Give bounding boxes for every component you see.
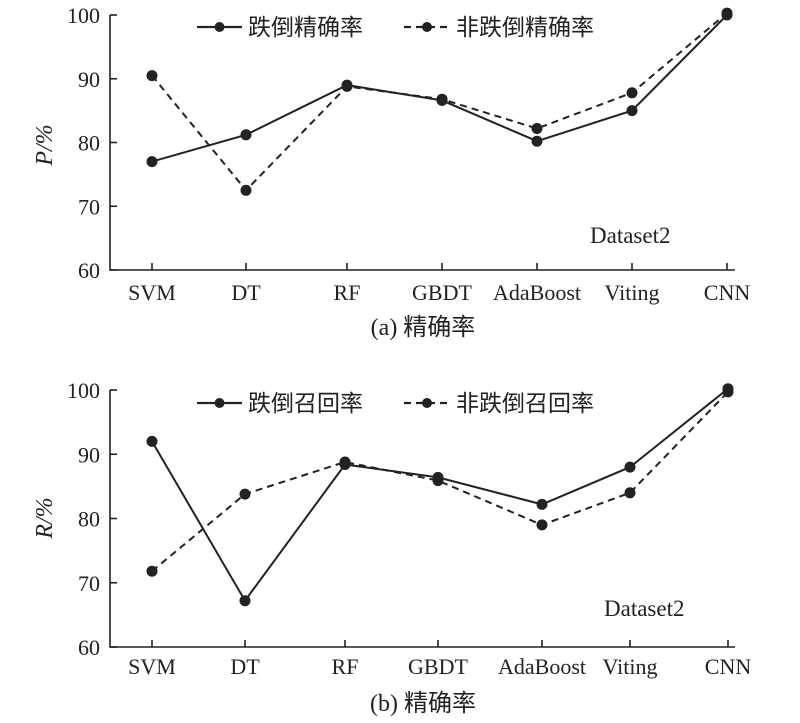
x-tick-label: AdaBoost [498, 654, 586, 679]
legend-marker-dashed [422, 398, 432, 408]
y-tick-label: 90 [78, 67, 100, 92]
data-point-dashed [146, 565, 158, 577]
x-tick-label: Viting [605, 280, 660, 305]
data-point-dashed [341, 80, 353, 92]
legend-item-solid: 跌倒精确率 [197, 15, 363, 40]
x-tick-label: DT [230, 654, 260, 679]
data-point-dashed [240, 184, 252, 196]
x-tick-label: SVM [128, 654, 176, 679]
data-point-dashed [722, 386, 734, 398]
data-point-dashed [239, 488, 251, 500]
panel-a-legend: 跌倒精确率 非跌倒精确率 [197, 15, 594, 40]
panel-b-dataset-label: Dataset2 [604, 596, 684, 621]
legend-marker-solid [214, 398, 225, 408]
y-tick-label: 70 [78, 571, 100, 596]
data-point-dashed [721, 7, 733, 19]
x-tick-label: Viting [603, 654, 658, 679]
series-line-solid [151, 14, 728, 163]
data-point-solid [146, 435, 158, 447]
legend-label-dashed: 非跌倒召回率 [456, 391, 594, 416]
legend-item-dashed: 非跌倒精确率 [404, 15, 594, 40]
data-point-dashed [531, 123, 543, 134]
y-tick-label: 60 [78, 258, 100, 283]
data-point-dashed [536, 519, 548, 531]
panel-b-y-ticks: 60 70 80 90 100 [67, 378, 117, 660]
legend-label-solid: 跌倒精确率 [248, 15, 363, 40]
data-point-dashed [432, 475, 444, 487]
y-tick-label: 70 [78, 194, 100, 219]
x-tick-label: RF [334, 280, 361, 305]
data-point-solid [146, 156, 158, 168]
panel-b-caption: (b) 精确率 [370, 690, 476, 717]
x-tick-label: CNN [704, 280, 751, 305]
x-tick-label: SVM [128, 280, 176, 305]
y-tick-label: 100 [67, 378, 100, 403]
data-point-solid [536, 498, 548, 510]
panel-a-y-ticks: 60 70 80 90 100 [67, 3, 117, 283]
panel-b-legend: 跌倒召回率 非跌倒召回率 [197, 391, 594, 416]
panel-b-y-axis-label: R/% [32, 497, 58, 539]
legend-item-dashed: 非跌倒召回率 [404, 391, 594, 416]
series-line-solid [151, 387, 729, 603]
data-point-solid [240, 129, 252, 141]
y-tick-label: 80 [78, 507, 100, 532]
x-tick-label: GBDT [412, 280, 472, 305]
x-tick-label: AdaBoost [493, 280, 581, 305]
x-tick-label: DT [231, 280, 261, 305]
panel-a-y-axis-label: P/% [32, 124, 58, 166]
data-point-dashed [339, 456, 351, 468]
panel-a-x-ticks: SVM DT RF GBDT AdaBoost Viting CNN [128, 263, 750, 305]
panel-a-series [146, 7, 733, 196]
x-tick-label: RF [332, 654, 359, 679]
data-point-dashed [146, 70, 158, 82]
panel-b-x-ticks: SVM DT RF GBDT AdaBoost Viting CNN [128, 640, 751, 679]
data-point-solid [626, 105, 638, 117]
x-tick-label: GBDT [408, 654, 468, 679]
legend-label-dashed: 非跌倒精确率 [456, 15, 594, 40]
chart-panel-b: 60 70 80 90 100 SVM DT RF GBDT AdaBoost Viting CNN… [32, 378, 751, 717]
chart-panel-a: 60 70 80 90 100 SVM DT RF GBDT AdaBoost Viting CNN… [32, 3, 750, 341]
data-point-dashed [626, 87, 638, 99]
data-point-solid [624, 461, 636, 473]
x-tick-label: CNN [705, 654, 752, 679]
legend-marker-solid [214, 22, 225, 32]
legend-label-solid: 跌倒召回率 [248, 391, 363, 416]
panel-b-series [146, 383, 734, 607]
y-tick-label: 60 [78, 635, 100, 660]
panel-a-dataset-label: Dataset2 [590, 223, 670, 248]
data-point-dashed [624, 487, 636, 499]
legend-marker-dashed [422, 22, 432, 32]
y-tick-label: 100 [67, 3, 100, 28]
data-point-solid [531, 135, 543, 147]
panel-a-caption: (a) 精确率 [371, 314, 476, 341]
y-tick-label: 80 [78, 131, 100, 156]
legend-item-solid: 跌倒召回率 [197, 391, 363, 416]
data-point-solid [239, 595, 251, 607]
y-tick-label: 90 [78, 442, 100, 467]
data-point-dashed [436, 93, 448, 105]
